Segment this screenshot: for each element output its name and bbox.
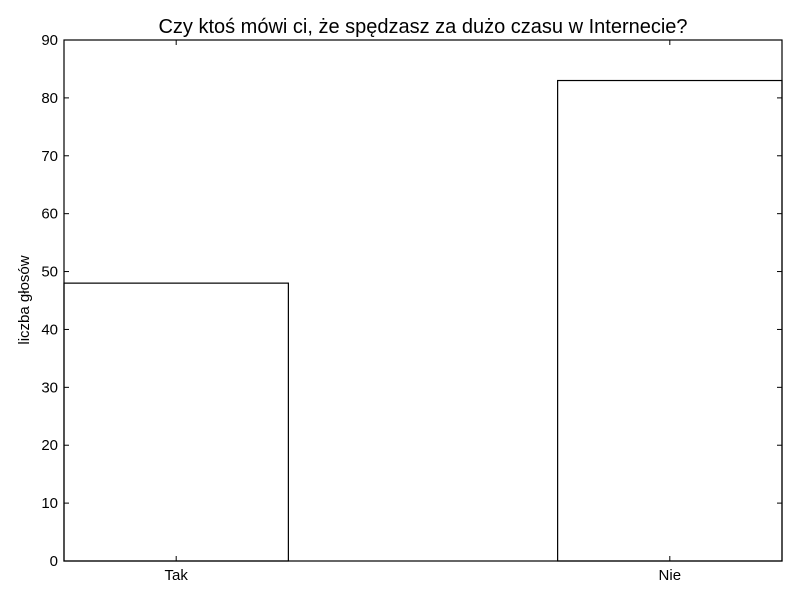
- y-tick-label: 50: [41, 264, 58, 281]
- y-tick-label: 30: [41, 379, 58, 396]
- x-tick-label: Tak: [165, 567, 189, 584]
- bars-layer: [63, 79, 783, 562]
- y-tick-label: 90: [41, 32, 58, 49]
- bar-tak: [63, 282, 289, 562]
- y-tick-label: 10: [41, 495, 58, 512]
- y-tick-label: 20: [41, 437, 58, 454]
- y-axis-label: liczba głosów: [16, 255, 33, 344]
- ticks-layer: 0 10 20 30 40 50 60 70 80 90: [41, 32, 782, 570]
- y-tick-label: 0: [50, 553, 58, 570]
- chart-title: Czy ktoś mówi ci, że spędzasz za dużo cz…: [158, 16, 687, 38]
- axes-frame: [63, 39, 783, 562]
- y-tick-label: 80: [41, 90, 58, 107]
- bar-nie: [557, 79, 783, 562]
- x-tick-label: Nie: [659, 567, 682, 584]
- x-ticks-layer: Tak Nie: [165, 40, 682, 584]
- y-tick-label: 60: [41, 206, 58, 223]
- y-tick-label: 40: [41, 321, 58, 338]
- y-tick-label: 70: [41, 148, 58, 165]
